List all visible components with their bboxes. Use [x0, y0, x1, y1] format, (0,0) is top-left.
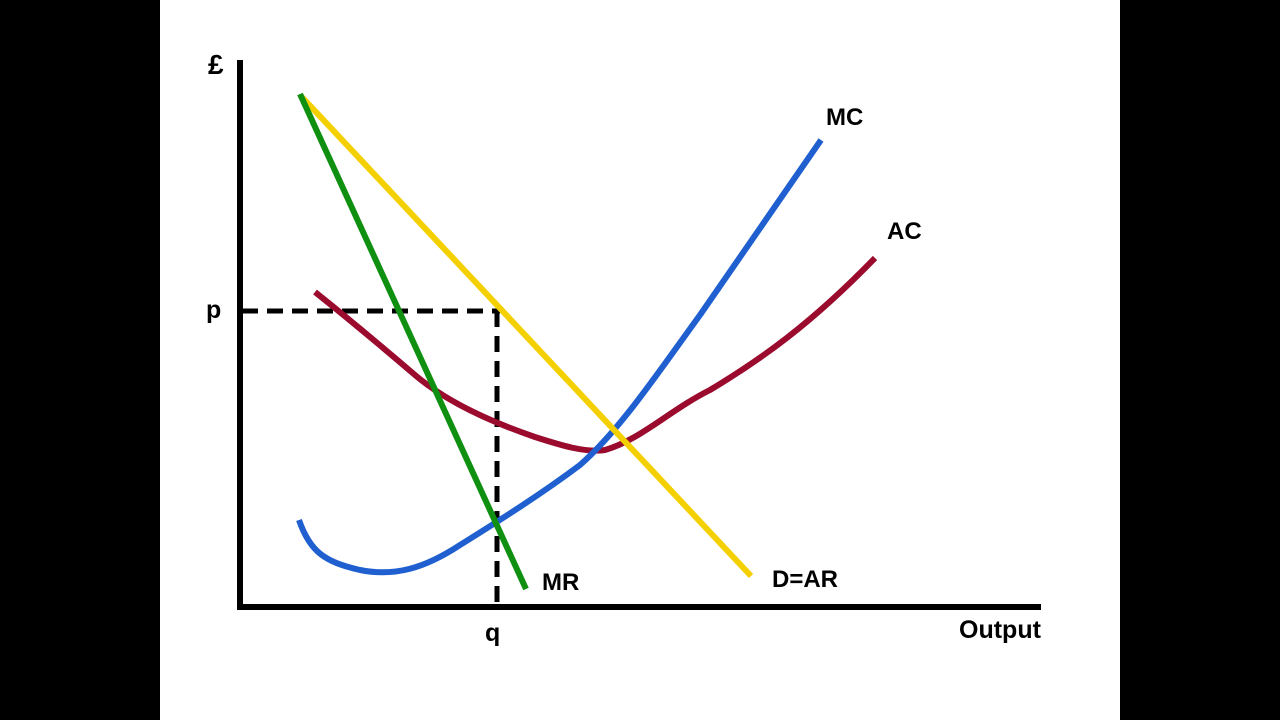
- ac-label: AC: [887, 218, 922, 245]
- mc-curve: [296, 138, 824, 576]
- ar-demand-line: [297, 92, 754, 579]
- ar-label: D=AR: [772, 566, 838, 593]
- ac-curve: [313, 255, 878, 454]
- y-axis-label: £: [208, 49, 224, 80]
- x-axis-label: Output: [959, 616, 1042, 644]
- quantity-label: q: [485, 619, 500, 647]
- mc-label: MC: [826, 104, 863, 131]
- mr-label: MR: [542, 569, 579, 596]
- mr-line: [297, 92, 529, 591]
- price-label: p: [206, 296, 221, 324]
